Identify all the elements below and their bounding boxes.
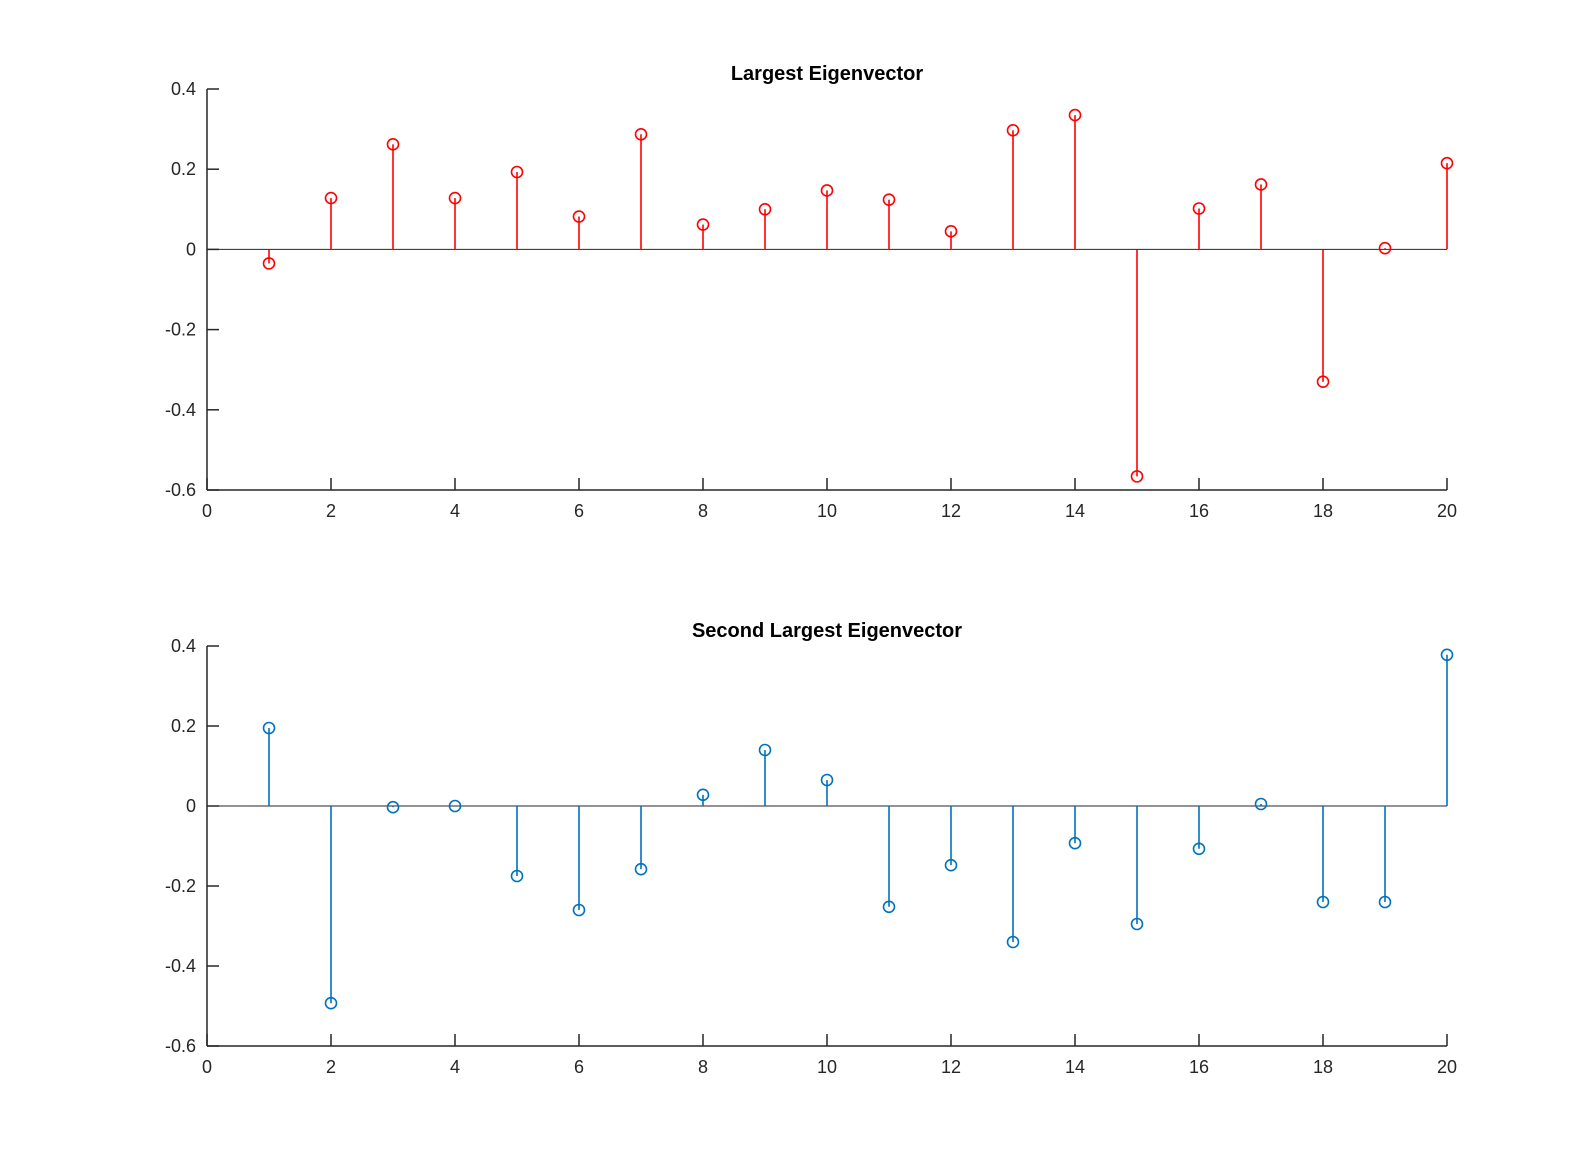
top-y-tick-label: -0.4	[165, 400, 196, 420]
bottom-x-tick-label: 6	[574, 1057, 584, 1077]
bottom-stem-marker	[1006, 935, 1020, 949]
bottom-stem-marker	[758, 743, 772, 757]
top-stem-marker	[1254, 178, 1268, 191]
top-stem-marker	[572, 210, 586, 223]
top-stem-marker	[1068, 108, 1082, 122]
bottom-subplot: Second Largest Eigenvector 0 2 4 6 8 10 12 14 16 1…	[165, 620, 1457, 1077]
bottom-y-tick-label: -0.4	[165, 956, 196, 976]
bottom-stem-marker	[1316, 895, 1330, 909]
top-subplot: Largest Eigenvector 0 2 4 6 8 10 12 14 16 18 20 -0.6…	[165, 63, 1457, 521]
bottom-stem-marker	[1378, 895, 1392, 909]
bottom-y-tick-label: 0.4	[171, 636, 196, 656]
top-x-tick-label: 0	[202, 501, 212, 521]
top-x-tick-label: 10	[817, 501, 837, 521]
bottom-stem-marker	[448, 799, 462, 813]
bottom-stem-marker	[944, 858, 958, 872]
top-chart-title: Largest Eigenvector	[731, 63, 924, 85]
bottom-stem-marker	[1068, 836, 1082, 850]
bottom-stem-marker	[386, 800, 400, 814]
bottom-x-tick-label: 14	[1065, 1057, 1085, 1077]
bottom-stem-marker	[510, 869, 524, 883]
bottom-x-tick-label: 16	[1189, 1057, 1209, 1077]
top-x-tick-label: 18	[1313, 501, 1333, 521]
bottom-x-tick-label: 2	[326, 1057, 336, 1077]
bottom-y-tick-label: 0.2	[171, 716, 196, 736]
top-stem-marker	[324, 191, 338, 205]
top-stem-marker	[386, 138, 400, 151]
bottom-x-tick-label: 18	[1313, 1057, 1333, 1077]
bottom-stem-marker	[1192, 842, 1206, 856]
top-stem-marker	[944, 225, 958, 238]
top-y-tick-label: -0.2	[165, 320, 196, 340]
bottom-y-tick-label: -0.2	[165, 876, 196, 896]
top-y-tick-label: 0.4	[171, 79, 196, 99]
bottom-y-tick-label: -0.6	[165, 1036, 196, 1056]
top-stem-marker	[1440, 156, 1454, 170]
bottom-x-tick-label: 20	[1437, 1057, 1457, 1077]
top-stem-marker	[634, 128, 648, 141]
top-stem-marker	[510, 165, 524, 179]
bottom-x-tick-label: 0	[202, 1057, 212, 1077]
bottom-stem-marker	[634, 862, 648, 876]
top-stem-marker	[1316, 375, 1330, 389]
bottom-stem-marker	[696, 788, 710, 802]
top-x-tick-label: 4	[450, 501, 460, 521]
bottom-y-tick-label: 0	[186, 796, 196, 816]
top-stem-marker	[882, 193, 896, 206]
top-y-tick-label: -0.6	[165, 480, 196, 500]
bottom-stem-marker	[262, 721, 276, 735]
bottom-stem-marker	[324, 996, 338, 1010]
top-x-tick-label: 20	[1437, 501, 1457, 521]
top-stem-marker	[758, 203, 772, 216]
bottom-x-tick-label: 4	[450, 1057, 460, 1077]
bottom-x-tick-label: 10	[817, 1057, 837, 1077]
top-x-tick-label: 6	[574, 501, 584, 521]
top-x-tick-label: 8	[698, 501, 708, 521]
bottom-stem-marker	[1130, 917, 1144, 931]
top-stem-marker	[1192, 202, 1206, 215]
top-stem-marker	[1006, 124, 1020, 137]
top-stem-marker	[262, 257, 276, 270]
top-x-tick-label: 16	[1189, 501, 1209, 521]
bottom-chart-title: Second Largest Eigenvector	[692, 620, 962, 642]
bottom-stem-marker	[572, 903, 586, 917]
top-x-tick-label: 2	[326, 501, 336, 521]
bottom-stem-marker	[882, 900, 896, 914]
top-x-tick-label: 14	[1065, 501, 1085, 521]
top-x-tick-label: 12	[941, 501, 961, 521]
top-y-tick-label: 0.2	[171, 159, 196, 179]
top-stem-marker	[820, 184, 834, 197]
bottom-stem-marker	[1254, 797, 1268, 811]
bottom-x-tick-label: 12	[941, 1057, 961, 1077]
top-y-tick-label: 0	[186, 239, 196, 259]
top-stem-marker	[448, 191, 462, 205]
bottom-x-tick-label: 8	[698, 1057, 708, 1077]
top-stem-marker	[696, 218, 710, 231]
top-stem-marker	[1130, 470, 1144, 483]
bottom-stem-marker	[1440, 648, 1454, 662]
top-stem-marker	[1378, 241, 1392, 255]
bottom-stem-marker	[820, 773, 834, 787]
